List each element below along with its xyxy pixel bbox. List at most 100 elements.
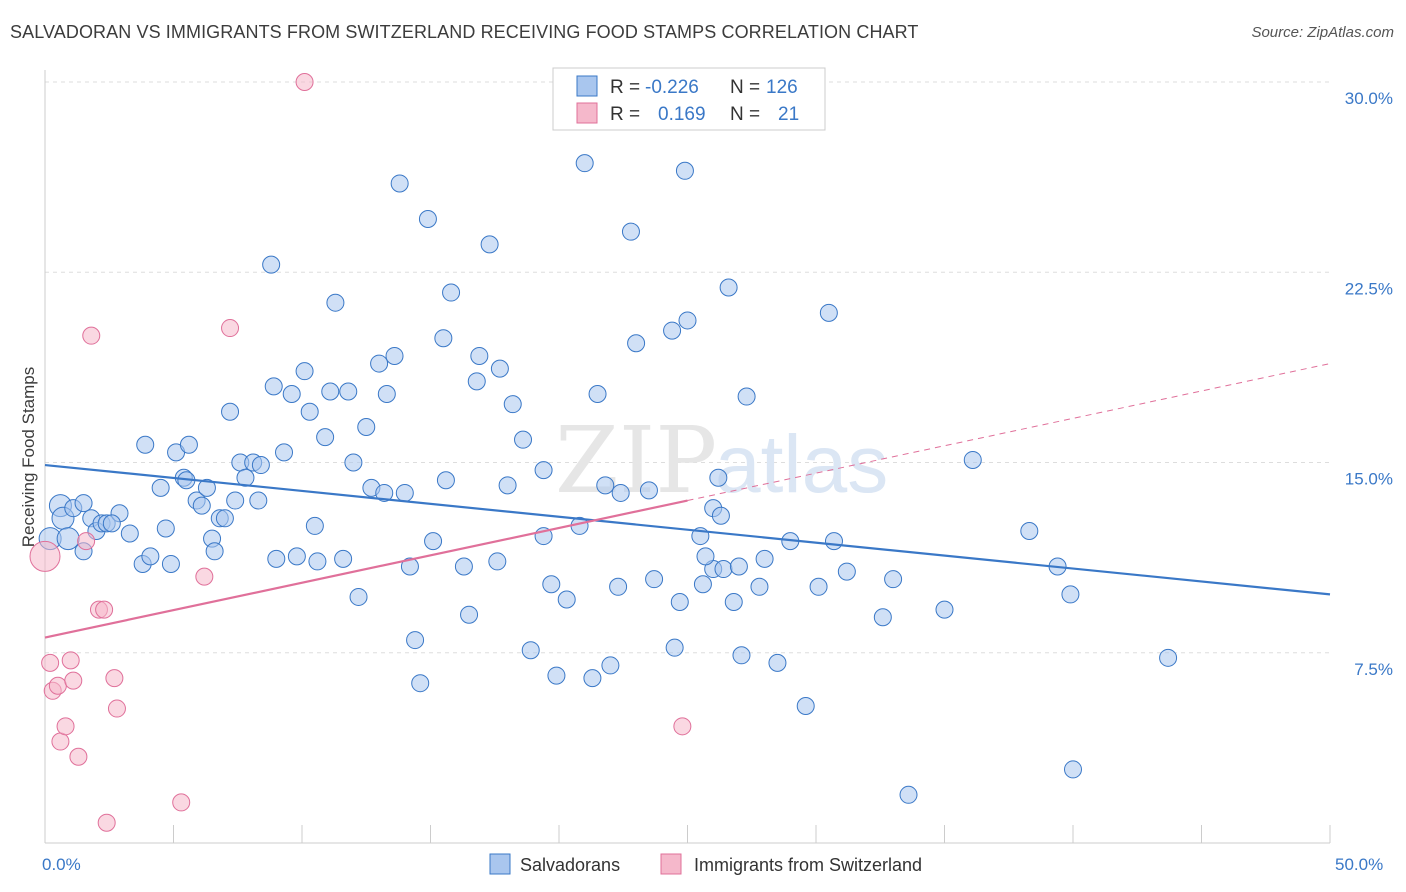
salvadoran-point [796,697,815,716]
salvadoran-point [249,491,268,510]
salvadoran-point [675,161,694,180]
switzerland-point [673,717,692,736]
x-max-label: 50.0% [1335,855,1383,874]
salvadoran-point [575,154,594,173]
salvadoran-point [334,549,353,568]
switzerland-point [77,532,96,551]
salvadoran-point [267,549,286,568]
switzerland-point [95,600,114,619]
salvadoran-point [192,496,211,515]
switzerland-point [195,567,214,586]
salvadoran-point [424,532,443,551]
salvadoran-point [737,387,756,406]
x-min-label: 0.0% [42,855,81,874]
bottom-legend-swatch-blue [489,853,511,875]
salvadoran-trend-line [44,463,1331,596]
salvadoran-point [678,311,697,330]
legend-n-label-1: N = [730,77,760,98]
salvadoran-point [102,514,121,533]
salvadoran-point [819,303,838,322]
salvadoran-point [406,631,425,650]
legend-r-label-2: R = [610,104,640,125]
salvadoran-point [503,395,522,414]
salvadoran-point [434,329,453,348]
series-legend: Salvadorans Immigrants from Switzerland [489,853,922,875]
salvadoran-point [141,547,160,566]
switzerland-point [61,651,80,670]
switzerland-point [221,319,240,338]
salvadoran-point [514,430,533,449]
y-tick-label: 22.5% [1345,279,1393,298]
salvadoran-point [724,593,743,612]
salvadoran-point [215,509,234,528]
salvadoran-point [663,321,682,340]
salvadoran-point [377,385,396,404]
series-salvadorans [38,154,1178,804]
salvadoran-point [305,516,324,535]
switzerland-trend-line [44,499,688,639]
salvadoran-point [400,557,419,576]
switzerland-point [97,813,116,832]
salvadoran-point [395,483,414,502]
salvadoran-point [470,346,489,365]
salvadoran-point [339,382,358,401]
salvadoran-point [719,278,738,297]
salvadoran-point [621,222,640,241]
y-tick-labels: 7.5% 15.0% 22.5% 30.0% [1345,89,1393,679]
salvadoran-point [467,372,486,391]
salvadoran-point [498,476,517,495]
legend-box [552,67,826,131]
salvadoran-point [1159,648,1178,667]
switzerland-point [295,73,314,91]
switzerland-point [48,676,67,695]
salvadoran-point [693,575,712,594]
salvadoran-point [136,435,155,454]
salvadoran-point [755,549,774,568]
trend-lines [44,363,1331,639]
salvadoran-point [442,283,461,302]
y-tick-label: 7.5% [1354,660,1393,679]
switzerland-point [29,540,61,572]
salvadoran-point [583,669,602,688]
y-axis-title: Receiving Food Stamps [19,367,38,547]
salvadoran-point [601,656,620,675]
chart-title: SALVADORAN VS IMMIGRANTS FROM SWITZERLAN… [10,22,919,42]
salvadoran-point [665,638,684,657]
salvadoran-point [282,385,301,404]
bottom-legend-swatch-pink [660,853,682,875]
salvadoran-point [205,542,224,561]
salvadoran-point [935,600,954,619]
salvadoran-point [768,653,787,672]
salvadoran-point [357,417,376,436]
salvadoran-point [156,519,175,538]
salvadoran-point [899,785,918,804]
salvadoran-point [460,605,479,624]
salvadoran-point [611,483,630,502]
salvadoran-point [120,524,139,543]
salvadoran-point [521,641,540,660]
switzerland-point [107,699,126,718]
salvadoran-point [179,435,198,454]
salvadoran-point [308,552,327,571]
watermark-zip: ZIP [555,407,717,514]
salvadoran-point [1020,521,1039,540]
salvadoran-point [390,174,409,193]
y-tick-label: 15.0% [1345,470,1393,489]
salvadoran-point [729,557,748,576]
series-switzerland [29,73,692,832]
salvadoran-point [385,346,404,365]
salvadoran-point [542,575,561,594]
salvadoran-point [56,527,80,551]
salvadoran-point [262,255,281,274]
salvadoran-point [490,359,509,378]
salvadoran-point [534,461,553,480]
salvadoran-point [375,483,394,502]
salvadoran-point [596,476,615,495]
salvadoran-point [557,590,576,609]
salvadoran-point [696,547,715,566]
legend-r-value-1: -0.226 [645,77,699,98]
switzerland-point [172,793,191,812]
salvadoran-point [151,478,170,497]
salvadoran-point [197,478,216,497]
